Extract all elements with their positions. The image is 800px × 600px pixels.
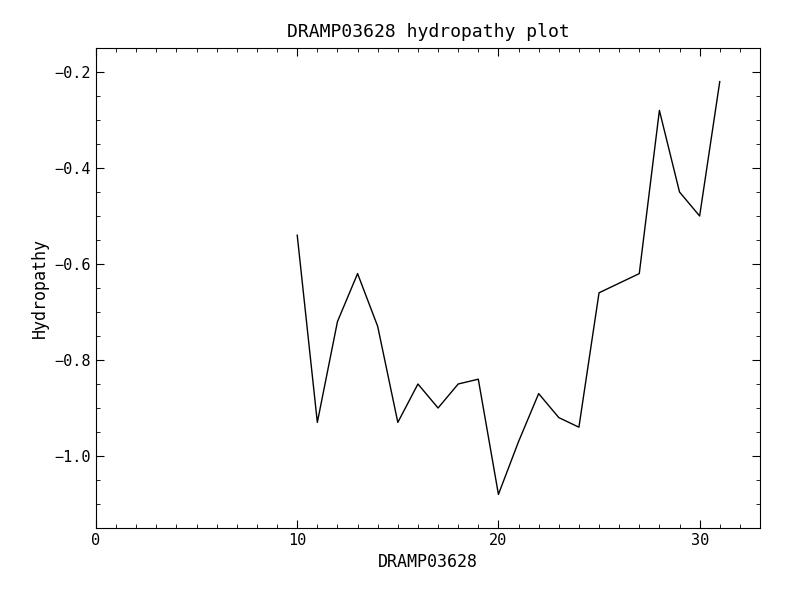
X-axis label: DRAMP03628: DRAMP03628 (378, 553, 478, 571)
Y-axis label: Hydropathy: Hydropathy (31, 238, 49, 338)
Title: DRAMP03628 hydropathy plot: DRAMP03628 hydropathy plot (286, 23, 570, 41)
